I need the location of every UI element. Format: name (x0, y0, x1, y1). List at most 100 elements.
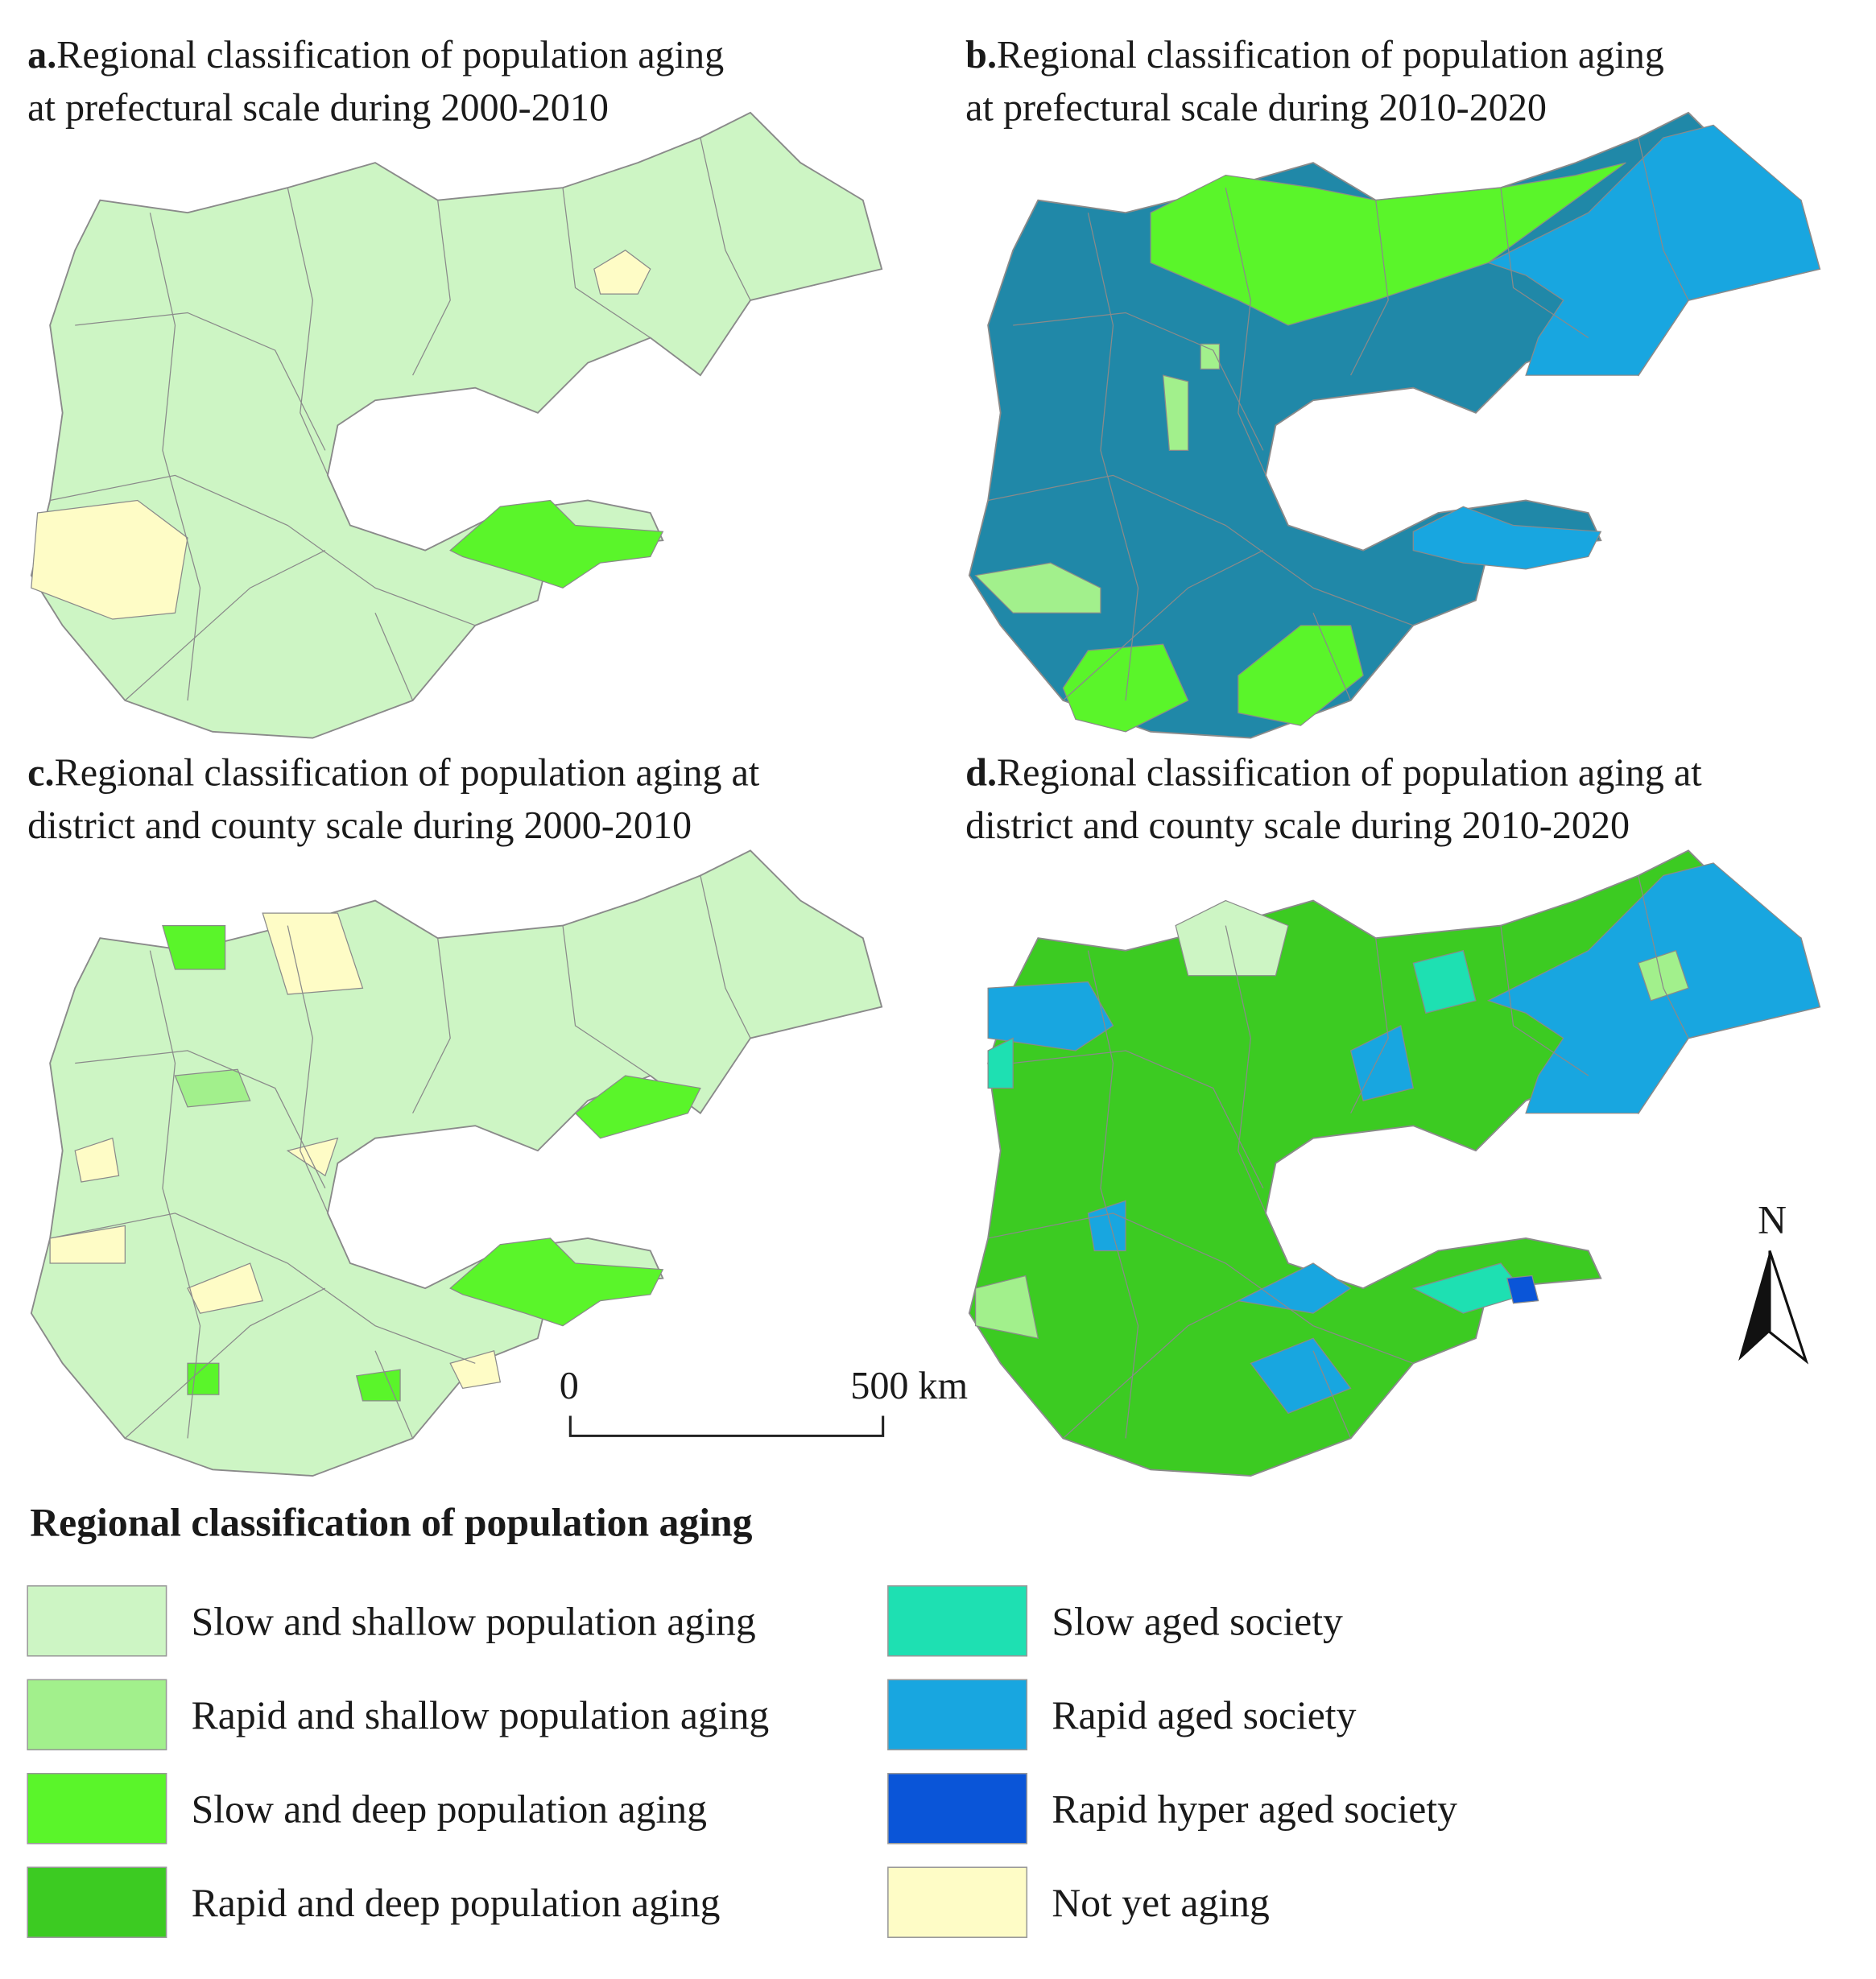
legend-label: Rapid aged society (1052, 1693, 1356, 1737)
legend-label: Not yet aging (1052, 1881, 1269, 1925)
panel-title: d.Regional classification of population … (965, 752, 1702, 795)
scale-line (568, 1415, 885, 1437)
legend-label: Rapid and deep population aging (192, 1881, 721, 1925)
boundary (562, 925, 651, 1076)
panel-title: b.Regional classification of population … (965, 34, 1664, 76)
region (974, 1275, 1039, 1340)
region (1412, 506, 1602, 570)
boundary (75, 1050, 326, 1189)
region (30, 111, 883, 739)
title-line: at prefectural scale during 2000-2010 (27, 86, 609, 129)
legend-label: Slow aged society (1052, 1599, 1343, 1643)
boundary (1350, 938, 1389, 1113)
boundary (50, 474, 476, 626)
legend-swatch (27, 1584, 167, 1657)
boundary (374, 613, 414, 701)
region (1162, 374, 1189, 451)
region (1150, 162, 1626, 326)
scale-end: 500 km (850, 1365, 968, 1407)
region (1638, 949, 1689, 1002)
legend-swatch (27, 1679, 167, 1751)
north-label: N (1758, 1198, 1787, 1242)
title-line: district and county scale during 2010-20… (965, 804, 1630, 847)
scale-bar: 0 500 km (560, 1365, 968, 1437)
boundary (1062, 1287, 1264, 1439)
region (187, 1262, 264, 1314)
region (162, 924, 226, 970)
title-line: Regional classification of population ag… (55, 752, 760, 795)
region (449, 1237, 664, 1327)
legend-swatch (887, 1772, 1028, 1845)
map-panel (30, 849, 883, 1477)
boundary (287, 925, 351, 1264)
boundary (1638, 875, 1689, 1039)
boundary (1500, 188, 1589, 339)
boundary (1062, 550, 1264, 701)
title-line: Regional classification of population ag… (997, 34, 1664, 76)
boundary (1013, 1050, 1264, 1189)
boundary (149, 950, 201, 1439)
region (1238, 625, 1364, 726)
boundary (412, 938, 451, 1113)
panel-letter: c. (27, 752, 54, 795)
boundary (1225, 188, 1289, 526)
boundary (1225, 925, 1289, 1264)
panel-letter: b. (965, 34, 997, 76)
region (574, 1075, 701, 1139)
region (449, 499, 664, 589)
legend-swatch (27, 1772, 167, 1845)
boundary (374, 1350, 414, 1439)
map-panel (968, 111, 1821, 739)
region (262, 912, 364, 995)
region (174, 1068, 251, 1108)
legend-swatch (887, 1866, 1028, 1939)
region (1062, 643, 1189, 733)
region (1200, 343, 1221, 370)
legend-label: Rapid and shallow population aging (192, 1693, 770, 1737)
region (30, 849, 883, 1477)
boundary (124, 550, 326, 701)
boundary (124, 1287, 326, 1439)
region (355, 1369, 401, 1402)
scale-start: 0 (560, 1365, 579, 1407)
region (49, 1225, 126, 1264)
region (1236, 1262, 1352, 1314)
title-line: district and county scale during 2000-20… (27, 804, 692, 847)
region (1506, 1275, 1539, 1304)
boundary (1312, 613, 1352, 701)
boundary (1638, 137, 1689, 301)
maps (30, 111, 1821, 1477)
panel-title: c.Regional classification of population … (27, 752, 760, 795)
boundary (1087, 950, 1139, 1439)
legend-swatch (887, 1679, 1028, 1751)
legend-swatch (27, 1866, 167, 1939)
legend-label: Slow and shallow population aging (192, 1599, 756, 1643)
region (974, 562, 1101, 614)
region (987, 981, 1114, 1051)
region (1486, 124, 1820, 376)
legend-label: Slow and deep population aging (192, 1787, 707, 1831)
boundary (75, 312, 326, 451)
legend-label: Rapid hyper aged society (1052, 1787, 1457, 1831)
boundary (988, 1213, 1414, 1364)
north-arrow: N (1738, 1198, 1809, 1365)
panel-letter: d. (965, 752, 997, 795)
boundary (562, 188, 651, 339)
boundary (412, 200, 451, 376)
legend: Slow and shallow population aging Rapid a… (27, 1584, 1457, 1939)
region (31, 499, 188, 620)
arrow-right (1768, 1250, 1809, 1365)
boundary (1500, 925, 1589, 1076)
map-panel (30, 111, 883, 739)
legend-title: Regional classification of population ag… (30, 1501, 752, 1545)
region (593, 250, 651, 295)
legend-swatch (887, 1584, 1028, 1657)
panel-titles: a.Regional classification of population … (27, 34, 1702, 847)
map-panel (968, 849, 1821, 1477)
boundary (988, 474, 1414, 626)
boundary (1013, 312, 1264, 451)
boundary (700, 875, 751, 1039)
panel-title: a.Regional classification of population … (27, 34, 724, 76)
boundary (1087, 213, 1139, 701)
